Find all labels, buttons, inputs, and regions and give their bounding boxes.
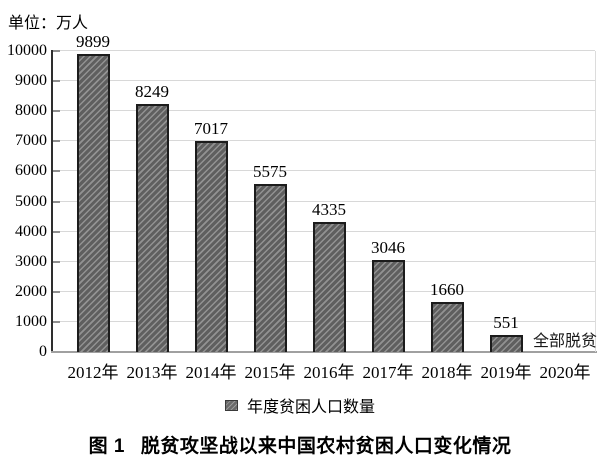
y-axis-tick	[53, 320, 60, 323]
bar-value-label: 5575	[253, 162, 287, 181]
bar	[194, 141, 228, 352]
annotation-all-out-of-poverty: 全部脱贫	[532, 333, 597, 351]
bar-value-label: 4335	[312, 200, 346, 219]
gridline	[53, 200, 595, 202]
y-tick-label: 5000	[15, 192, 47, 210]
bar	[312, 222, 346, 352]
bar	[371, 260, 405, 352]
bar	[489, 335, 523, 352]
legend-swatch-hatched-icon	[224, 399, 238, 411]
y-axis-tick	[53, 110, 60, 113]
bar	[76, 54, 110, 352]
bar-value-label: 3046	[371, 238, 405, 257]
x-axis-labels: 2012年 2013年 2014年 2015年 2016年 2017年 2018年 2019年…	[53, 358, 595, 384]
figure-caption: 图 1 脱贫攻坚战以来中国农村贫困人口变化情况	[0, 431, 600, 458]
bar-value-label: 551	[493, 313, 519, 332]
y-axis-line	[51, 50, 53, 353]
gridline	[53, 80, 595, 82]
x-tick-label: 2018年	[421, 363, 473, 382]
unit-label: 单位：万人	[8, 15, 89, 32]
x-tick-label: 2016年	[303, 363, 355, 382]
y-tick-label: 0	[39, 343, 47, 360]
y-tick-label: 9000	[15, 72, 47, 90]
y-axis-labels: 0 1000 2000 3000 4000 5000 6000 7000 8000 9000 100…	[0, 0, 47, 360]
y-tick-label: 6000	[15, 162, 47, 180]
gridline	[53, 50, 595, 51]
bar-value-label: 7017	[194, 119, 228, 138]
y-axis-tick	[53, 260, 60, 263]
x-axis-baseline	[51, 351, 597, 353]
bar	[253, 184, 287, 352]
legend: 年度贫困人口数量	[0, 393, 600, 417]
gridline	[53, 140, 595, 142]
legend-label: 年度贫困人口数量	[246, 399, 375, 416]
x-tick-label: 2015年	[244, 363, 296, 382]
bar	[430, 302, 464, 352]
y-axis-tick	[53, 290, 60, 293]
y-axis-tick	[53, 170, 60, 173]
x-tick-label: 2020年	[539, 363, 591, 382]
y-tick-label: 4000	[15, 222, 47, 240]
x-tick-label: 2017年	[362, 363, 414, 382]
y-tick-label: 8000	[15, 102, 47, 120]
caption-title: 脱贫攻坚战以来中国农村贫困人口变化情况	[140, 436, 512, 457]
y-axis-tick	[53, 50, 60, 52]
gridline	[53, 170, 595, 172]
bar-value-label: 9899	[76, 32, 110, 51]
y-axis-tick	[53, 80, 60, 83]
x-tick-label: 2012年	[67, 363, 119, 382]
x-tick-label: 2013年	[126, 363, 178, 382]
y-axis-tick	[53, 200, 60, 203]
y-tick-label: 3000	[15, 252, 47, 270]
x-tick-label: 2019年	[480, 363, 532, 382]
plot-right-border	[595, 51, 596, 352]
gridline	[53, 110, 595, 112]
bar	[135, 104, 169, 352]
y-tick-label: 2000	[15, 282, 47, 300]
y-axis-tick	[53, 230, 60, 233]
plot-area: 9899 8249 7017 5575 4335 3046 1660 551 全部脱贫	[53, 33, 597, 352]
bar-value-label: 1660	[430, 280, 464, 299]
bar-value-label: 8249	[135, 82, 169, 101]
y-tick-label: 1000	[15, 312, 47, 330]
caption-number: 图 1	[88, 436, 125, 457]
x-tick-label: 2014年	[185, 363, 237, 382]
y-axis-tick	[53, 140, 60, 143]
y-tick-label: 7000	[15, 132, 47, 150]
y-tick-label: 10000	[7, 42, 47, 59]
